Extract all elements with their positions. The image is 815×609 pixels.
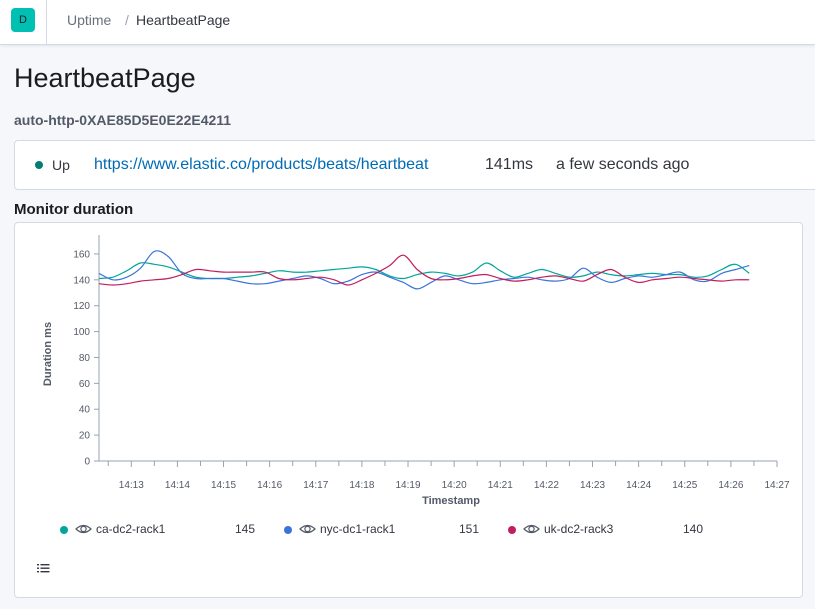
y-tick-label: 20 [79,431,91,442]
y-tick-label: 160 [73,249,90,260]
x-tick-label: 14:15 [211,480,236,491]
legend-value: 140 [683,522,704,536]
legend-label: nyc-dc1-rack1 [320,522,396,536]
x-tick-label: 14:19 [396,480,421,491]
x-tick-label: 14:22 [534,480,559,491]
y-axis-title: Duration ms [42,322,54,386]
monitor-status-panel: Up https://www.elastic.co/products/beats… [14,140,815,190]
legend-series-dot [284,526,292,534]
legend-label: uk-dc2-rack3 [544,522,614,536]
series-line-ca-dc2-rack1 [98,262,750,280]
y-tick-label: 140 [73,275,90,286]
chart-legend: ca-dc2-rack1 145 nyc-dc1-rack1 151 uk-dc… [15,520,802,540]
legend-value: 145 [235,522,256,536]
x-tick-label: 14:14 [165,480,190,491]
duration-chart: 0 20 40 60 80 100 120 140 160 14:13 14:14 14:15 14:1… [42,235,790,507]
top-navigation-bar: D Uptime / HeartbeatPage [0,0,815,45]
status-duration: 141ms [485,156,534,173]
status-text: Up [52,157,70,173]
legend-series-dot [60,526,68,534]
x-tick-label: 14:13 [119,480,144,491]
x-tick-label: 14:21 [488,480,513,491]
legend-label: ca-dc2-rack1 [96,522,166,536]
monitor-id: auto-http-0XAE85D5E0E22E4211 [14,112,232,128]
x-tick-label: 14:17 [303,480,328,491]
x-tick-label: 14:23 [580,480,605,491]
monitor-duration-title: Monitor duration [14,201,134,218]
page-title: HeartbeatPage [14,63,196,93]
series-line-nyc-dc1-rack1 [98,250,750,290]
legend-item-uk-dc2-rack3[interactable]: uk-dc2-rack3 140 [508,520,718,540]
x-axis-title: Timestamp [422,495,480,507]
eye-icon[interactable] [299,522,316,536]
y-tick-label: 60 [79,379,91,390]
monitor-url-link[interactable]: https://www.elastic.co/products/beats/he… [94,156,429,173]
x-tick-label: 14:25 [672,480,697,491]
legend-item-nyc-dc1-rack1[interactable]: nyc-dc1-rack1 151 [284,520,494,540]
x-tick-label: 14:16 [257,480,282,491]
monitor-duration-panel: 0 20 40 60 80 100 120 140 160 14:13 14:14 14:15 14:1… [14,222,803,598]
y-tick-label: 100 [73,327,90,338]
x-tick-label: 14:20 [442,480,467,491]
eye-icon[interactable] [523,522,540,536]
eye-icon[interactable] [75,522,92,536]
legend-value: 151 [459,522,480,536]
legend-series-dot [508,526,516,534]
topbar-divider [46,0,47,44]
y-tick-label: 40 [79,405,91,416]
breadcrumb-uptime[interactable]: Uptime [67,12,112,28]
status-dot-icon [35,161,43,169]
list-icon[interactable] [37,563,50,575]
breadcrumb-current-page: HeartbeatPage [136,12,231,28]
legend-item-ca-dc2-rack1[interactable]: ca-dc2-rack1 145 [60,520,270,540]
y-tick-label: 0 [84,457,90,468]
breadcrumb-separator: / [125,12,129,28]
x-tick-label: 14:18 [349,480,374,491]
x-tick-label: 14:27 [764,480,789,491]
status-last-checked: a few seconds ago [556,156,690,173]
space-avatar[interactable]: D [11,8,35,32]
y-tick-label: 80 [79,353,91,364]
y-tick-label: 120 [73,301,90,312]
x-tick-label: 14:26 [718,480,743,491]
series-line-uk-dc2-rack3 [98,254,750,286]
x-tick-label: 14:24 [626,480,651,491]
